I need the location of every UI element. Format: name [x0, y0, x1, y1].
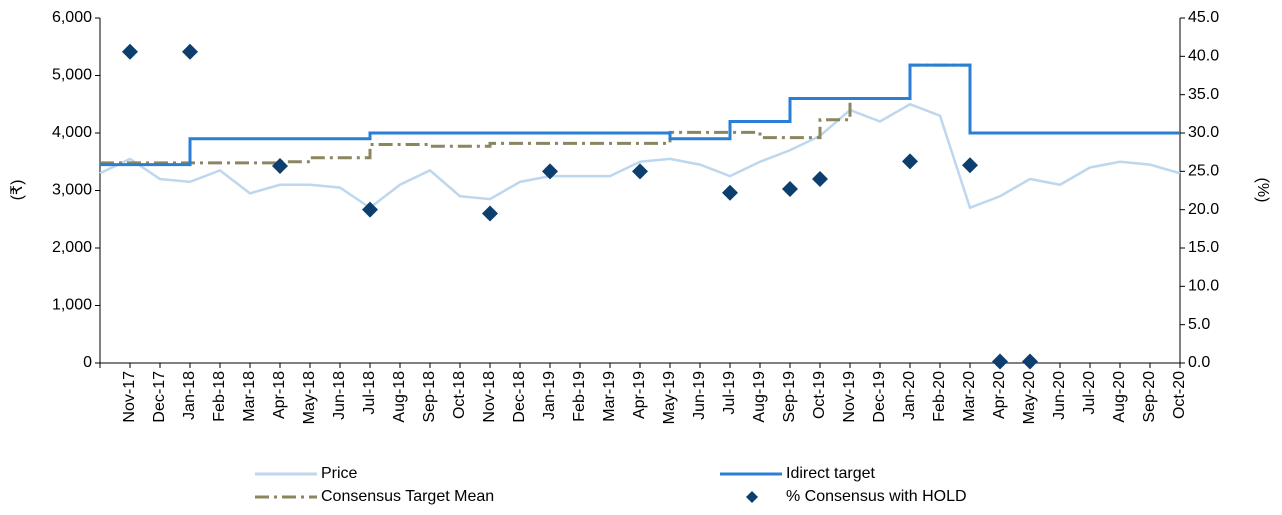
- x-tick-label: Jul-19: [721, 371, 738, 415]
- x-tick-label: Aug-19: [751, 371, 768, 423]
- x-tick-label: Jul-18: [361, 371, 378, 415]
- hold-point: [902, 153, 918, 170]
- x-tick-label: Jul-20: [1081, 371, 1098, 415]
- y-tick-label: 4,000: [52, 124, 92, 141]
- legend-label: Consensus Target Mean: [321, 488, 494, 505]
- hold-point: [812, 171, 828, 187]
- x-tick-label: Aug-18: [391, 371, 408, 423]
- y2-axis-label: (%): [1254, 178, 1271, 203]
- series-line: [99, 102, 1181, 210]
- x-tick-label: Oct-20: [1171, 371, 1188, 419]
- y-tick-label: 3,000: [52, 182, 92, 199]
- hold-point: [482, 205, 498, 222]
- hold-point: [272, 157, 288, 174]
- series-line: [100, 63, 1180, 167]
- x-tick-label: Feb-19: [571, 371, 588, 422]
- y2-tick-label: 45.0: [1188, 9, 1219, 26]
- y2-tick-label: 0.0: [1188, 354, 1210, 371]
- hold-point: [1022, 353, 1038, 370]
- x-tick-label: Jun-20: [1051, 371, 1068, 420]
- x-tick-label: Nov-17: [121, 371, 138, 423]
- y-tick-label: 0: [83, 354, 92, 371]
- legend-label: % Consensus with HOLD: [786, 488, 967, 505]
- y-axis-label: (₹): [9, 180, 26, 201]
- hold-point: [962, 157, 978, 174]
- x-tick-label: Jun-18: [331, 371, 348, 420]
- x-tick-label: Apr-18: [271, 371, 288, 419]
- hold-point: [632, 163, 648, 180]
- x-tick-label: Dec-19: [871, 371, 888, 423]
- y-tick-label: 6,000: [52, 9, 92, 26]
- x-tick-label: Mar-19: [601, 371, 618, 422]
- hold-point: [182, 43, 198, 60]
- x-tick-label: Jan-18: [181, 371, 198, 420]
- x-tick-label: May-18: [301, 371, 318, 424]
- y2-tick-label: 5.0: [1188, 316, 1210, 333]
- y-tick-label: 5,000: [52, 67, 92, 84]
- x-tick-label: Oct-19: [811, 371, 828, 419]
- hold-point: [362, 201, 378, 218]
- x-tick-label: Apr-20: [991, 371, 1008, 419]
- x-tick-label: Sep-18: [421, 371, 438, 423]
- x-tick-label: Nov-19: [841, 371, 858, 423]
- x-tick-label: Sep-19: [781, 371, 798, 423]
- x-tick-label: Jan-19: [541, 371, 558, 420]
- x-tick-label: Feb-18: [211, 371, 228, 422]
- x-tick-label: Nov-18: [481, 371, 498, 423]
- y2-tick-label: 25.0: [1188, 163, 1219, 180]
- x-tick-label: Oct-18: [451, 371, 468, 419]
- y2-tick-label: 15.0: [1188, 239, 1219, 256]
- x-tick-label: Apr-19: [631, 371, 648, 419]
- x-tick-label: Aug-20: [1111, 371, 1128, 423]
- x-tick-label: Jan-20: [901, 371, 918, 420]
- x-tick-label: Dec-18: [511, 371, 528, 423]
- hold-point: [782, 180, 798, 197]
- hold-point: [722, 184, 738, 201]
- x-tick-label: Mar-20: [961, 371, 978, 422]
- legend-label: Idirect target: [786, 465, 875, 482]
- hold-point: [542, 163, 558, 180]
- x-tick-label: Mar-18: [241, 371, 258, 422]
- series-line: [100, 63, 1180, 165]
- x-tick-label: Dec-17: [151, 371, 168, 423]
- y2-tick-label: 30.0: [1188, 124, 1219, 141]
- y2-tick-label: 35.0: [1188, 86, 1219, 103]
- x-tick-label: Feb-20: [931, 371, 948, 422]
- x-tick-label: May-19: [661, 371, 678, 424]
- legend-swatch: [746, 491, 758, 503]
- x-tick-label: Jun-19: [691, 371, 708, 420]
- legend-label: Price: [321, 465, 358, 482]
- y-tick-label: 2,000: [52, 239, 92, 256]
- hold-point: [122, 43, 138, 60]
- y2-tick-label: 20.0: [1188, 201, 1219, 218]
- y2-tick-label: 10.0: [1188, 278, 1219, 295]
- y2-tick-label: 40.0: [1188, 48, 1219, 65]
- x-tick-label: May-20: [1021, 371, 1038, 424]
- hold-point: [992, 353, 1008, 370]
- y-tick-label: 1,000: [52, 297, 92, 314]
- x-tick-label: Sep-20: [1141, 371, 1158, 423]
